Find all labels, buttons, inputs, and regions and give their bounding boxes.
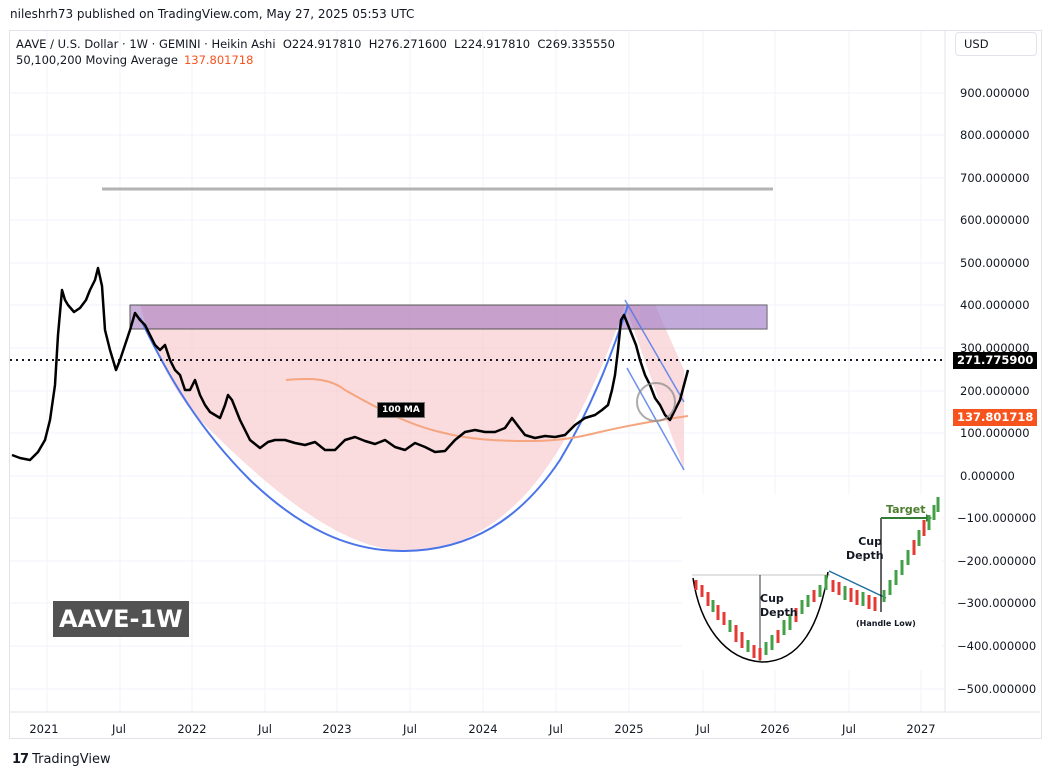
handle-fill <box>625 305 684 470</box>
ma-100-annotation: 100 MA <box>377 402 425 418</box>
svg-text:2022: 2022 <box>177 722 206 736</box>
legend-close: C269.335550 <box>537 37 615 51</box>
svg-text:0.000000: 0.000000 <box>960 469 1015 483</box>
svg-text:900.000000: 900.000000 <box>960 86 1030 100</box>
tradingview-brand: TradingView <box>32 752 111 767</box>
x-axis-labels: 2021 Jul 2022 Jul 2023 Jul 2024 Jul 2025… <box>29 722 935 736</box>
inset-handle-low-label: (Handle Low) <box>856 619 916 628</box>
legend-symbol-row: AAVE / U.S. Dollar · 1W · GEMINI · Heiki… <box>16 36 615 52</box>
svg-text:Jul: Jul <box>111 722 126 736</box>
svg-text:2026: 2026 <box>760 722 789 736</box>
price-series <box>11 266 690 462</box>
svg-text:100.000000: 100.000000 <box>960 426 1030 440</box>
ma-100-line <box>285 378 689 443</box>
channel-upper <box>624 299 685 403</box>
handle-circle <box>636 382 676 422</box>
legend-high: H276.271600 <box>368 37 447 51</box>
cup-curve <box>139 304 629 553</box>
published-line: nileshrh73 published on TradingView.com,… <box>10 7 415 21</box>
svg-text:−100.000000: −100.000000 <box>957 511 1036 525</box>
inset-cup-depth-label-2: Cup Depth <box>846 535 884 562</box>
svg-text:2025: 2025 <box>614 722 643 736</box>
inset-target-label: Target <box>886 503 926 516</box>
svg-text:700.000000: 700.000000 <box>960 171 1030 185</box>
svg-text:Jul: Jul <box>695 722 710 736</box>
svg-text:300.000000: 300.000000 <box>960 341 1030 355</box>
legend-ma-row: 50,100,200 Moving Average 137.801718 <box>16 52 615 68</box>
legend-symbol[interactable]: AAVE / U.S. Dollar · 1W · GEMINI · Heiki… <box>16 37 276 51</box>
symbol-watermark-label: AAVE-1W <box>53 601 189 637</box>
svg-text:400.000000: 400.000000 <box>960 298 1030 312</box>
svg-text:Jul: Jul <box>257 722 272 736</box>
inset-cup-depth-label-1: Cup Depth <box>760 592 798 619</box>
svg-text:600.000000: 600.000000 <box>960 213 1030 227</box>
tradingview-footer[interactable]: 17 TradingView <box>12 752 111 767</box>
svg-text:Jul: Jul <box>402 722 417 736</box>
legend-low: L224.917810 <box>454 37 531 51</box>
svg-text:Jul: Jul <box>548 722 563 736</box>
svg-text:−500.000000: −500.000000 <box>957 682 1036 696</box>
chart-frame <box>9 30 1042 739</box>
svg-text:2023: 2023 <box>322 722 351 736</box>
svg-text:Jul: Jul <box>841 722 856 736</box>
y-axis-labels: 900.000000 800.000000 700.000000 600.000… <box>957 86 1036 696</box>
svg-text:−400.000000: −400.000000 <box>957 639 1036 653</box>
currency-button[interactable]: USD <box>955 32 1037 56</box>
svg-text:2021: 2021 <box>29 722 58 736</box>
svg-text:200.000000: 200.000000 <box>960 384 1030 398</box>
channel-lower <box>626 367 685 471</box>
current-price-tag: 271.775900 <box>953 352 1038 369</box>
legend-ma-value: 137.801718 <box>183 53 254 67</box>
ma-price-tag: 137.801718 <box>953 409 1038 426</box>
cup-fill <box>140 305 625 552</box>
legend-ma-label[interactable]: 50,100,200 Moving Average <box>16 53 178 67</box>
legend-open: O224.917810 <box>282 37 362 51</box>
svg-text:500.000000: 500.000000 <box>960 256 1030 270</box>
cup-handle-inset <box>682 495 942 670</box>
resistance-zone <box>129 304 768 330</box>
chart-legend: AAVE / U.S. Dollar · 1W · GEMINI · Heiki… <box>16 36 615 68</box>
svg-text:2027: 2027 <box>906 722 935 736</box>
svg-text:−300.000000: −300.000000 <box>957 596 1036 610</box>
svg-text:−200.000000: −200.000000 <box>957 554 1036 568</box>
svg-text:2024: 2024 <box>468 722 497 736</box>
svg-text:800.000000: 800.000000 <box>960 128 1030 142</box>
tradingview-logo-icon: 17 <box>12 752 29 767</box>
